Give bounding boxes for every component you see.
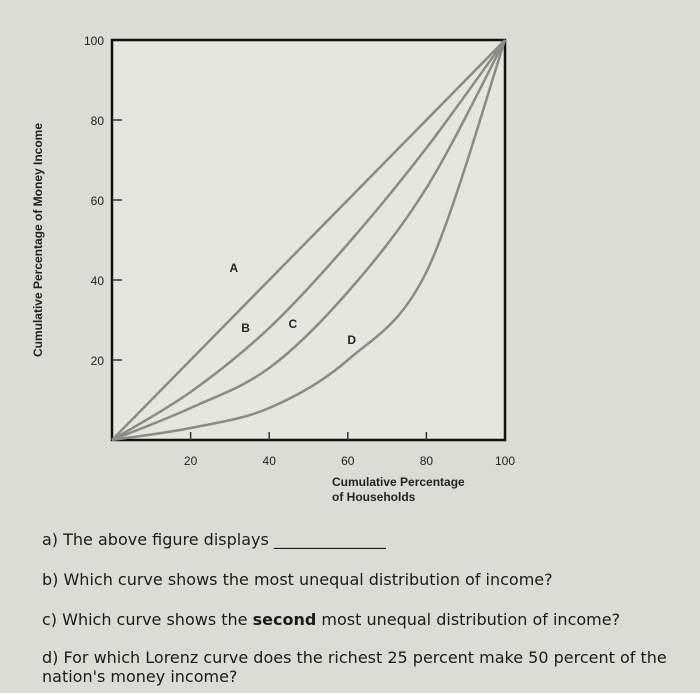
x-tick-label: 20	[184, 454, 198, 468]
y-axis-label: Cumulative Percentage of Money Income	[31, 123, 45, 357]
question-c-bold: second	[252, 610, 317, 629]
x-tick-label: 60	[341, 454, 355, 468]
curve-b	[111, 39, 507, 442]
y-tick-label: 20	[91, 354, 105, 368]
curve-label-a: A	[229, 261, 238, 275]
lorenz-chart: 20 40 60 80 100 20 40 60 80 100 Cumulative Percent…	[31, 34, 515, 504]
curve-label-d: D	[347, 333, 356, 347]
y-tick-label: 40	[91, 274, 105, 288]
question-d: d) For which Lorenz curve does the riche…	[42, 648, 667, 686]
y-tick-label: 80	[91, 114, 105, 128]
question-c-text: c) Which curve shows the	[42, 610, 253, 629]
y-tick-label: 60	[91, 194, 105, 208]
x-tick-label: 40	[263, 454, 277, 468]
curve-a	[111, 39, 506, 441]
question-b: b) Which curve shows the most unequal di…	[42, 570, 553, 589]
question-c-text-end: most unequal distribution of income?	[316, 610, 621, 629]
question-a: a) The above figure displays ___________…	[42, 530, 386, 549]
x-tick-label: 100	[495, 454, 515, 468]
curve-label-c: C	[288, 317, 297, 331]
x-axis-label: of Households	[332, 490, 416, 504]
curve-d	[111, 39, 507, 442]
y-tick-label: 100	[84, 34, 104, 48]
x-tick-label: 80	[420, 454, 434, 468]
question-c: c) Which curve shows the second most une…	[42, 610, 620, 629]
curve-c	[111, 39, 507, 442]
curve-label-b: B	[241, 321, 250, 335]
x-axis-label: Cumulative Percentage	[332, 475, 465, 489]
